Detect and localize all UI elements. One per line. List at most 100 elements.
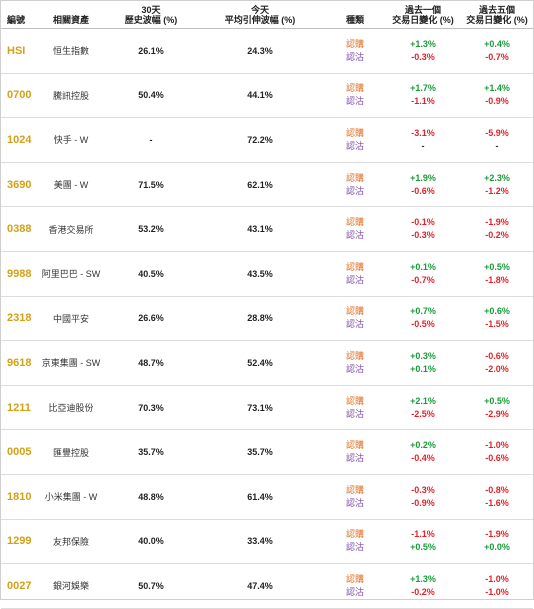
row-d1-bear: -0.7%	[411, 274, 435, 285]
header-type: 種類	[345, 15, 364, 25]
table-row: 9618 京東集團 - SW 48.7% 52.4% 認購 認沽 +0.3% +0.1% -0.…	[1, 341, 533, 386]
type-bear-label: 認沽	[345, 51, 364, 62]
header-d1-line1: 過去一個	[404, 5, 441, 15]
row-d5-cell: -1.0% -1.0%	[461, 573, 533, 599]
row-volimp-cell: 28.8%	[195, 313, 325, 323]
row-d1-cell: +0.2% -0.4%	[385, 439, 461, 465]
row-d5-bull: -1.9%	[485, 217, 509, 228]
row-vol30: 48.7%	[138, 357, 164, 368]
row-code-cell: 9618	[1, 357, 35, 369]
row-d1-cell: +1.3% -0.2%	[385, 573, 461, 599]
row-vol30: 53.2%	[138, 224, 164, 235]
row-d5-bear: -1.0%	[485, 586, 509, 597]
header-asset: 相關資產	[52, 15, 89, 25]
type-bear-label: 認沽	[345, 140, 364, 151]
row-asset: 比亞迪股份	[48, 403, 94, 414]
type-bull-label: 認購	[345, 529, 364, 540]
row-code: 2318	[7, 312, 32, 325]
row-code-cell: 3690	[1, 179, 35, 191]
row-d5-cell: -1.9% -0.2%	[461, 216, 533, 242]
row-code: 1810	[7, 490, 32, 503]
row-volimp-cell: 43.1%	[195, 224, 325, 234]
table-row: 9988 阿里巴巴 - SW 40.5% 43.5% 認購 認沽 +0.1% -0.7% +0.…	[1, 252, 533, 297]
row-volimp: 73.1%	[247, 402, 273, 413]
row-asset-cell: 匯豐控股	[35, 446, 107, 459]
table-row: HSI 恒生指數 26.1% 24.3% 認購 認沽 +1.3% -0.3% +0.4% -0.7…	[1, 29, 533, 74]
row-d1-bear: -0.4%	[411, 453, 435, 464]
row-code: 9988	[7, 267, 32, 280]
header-volimp-line1: 今天	[250, 5, 269, 15]
header-code: 編號	[7, 15, 26, 25]
row-d5-cell: -5.9% -	[461, 127, 533, 153]
row-asset-cell: 京東集團 - SW	[35, 356, 107, 369]
row-d5-bull: +0.5%	[484, 395, 510, 406]
row-type-cell: 認購 認沽	[325, 305, 385, 331]
header-implied-volatility: 今天 平均引伸波幅 (%)	[195, 5, 325, 25]
row-code: HSI	[7, 44, 26, 57]
row-code-cell: 2318	[1, 312, 35, 324]
row-asset: 恒生指數	[52, 46, 89, 57]
row-d1-cell: -0.3% -0.9%	[385, 484, 461, 510]
row-d1-bear: +0.1%	[410, 363, 436, 374]
row-vol30-cell: 48.8%	[107, 492, 195, 502]
row-type-cell: 認購 認沽	[325, 439, 385, 465]
type-bull-label: 認購	[345, 573, 364, 584]
row-volimp-cell: 24.3%	[195, 46, 325, 56]
row-d5-bull: -0.8%	[485, 484, 509, 495]
type-bull-label: 認購	[345, 484, 364, 495]
row-type-cell: 認購 認沽	[325, 172, 385, 198]
row-vol30-cell: 26.6%	[107, 313, 195, 323]
type-bear-label: 認沽	[345, 542, 364, 553]
row-asset: 匯豐控股	[52, 447, 89, 458]
type-bull-label: 認購	[345, 350, 364, 361]
row-d1-cell: -0.1% -0.3%	[385, 216, 461, 242]
row-code: 9618	[7, 356, 32, 369]
row-asset: 騰訊控股	[52, 90, 89, 101]
row-d5-cell: -1.9% +0.0%	[461, 528, 533, 554]
row-d5-bear: -0.2%	[485, 230, 509, 241]
table-row: 0027 銀河娛樂 50.7% 47.4% 認購 認沽 +1.3% -0.2% -1.0% -1.…	[1, 564, 533, 609]
row-d1-bull: -3.1%	[411, 127, 435, 138]
row-d1-bull: -0.3%	[411, 484, 435, 495]
type-bull-label: 認購	[345, 261, 364, 272]
type-bull-label: 認購	[345, 440, 364, 451]
row-volimp: 61.4%	[247, 491, 273, 502]
row-code: 0700	[7, 89, 32, 102]
row-asset-cell: 阿里巴巴 - SW	[35, 267, 107, 280]
row-d1-bull: -0.1%	[411, 217, 435, 228]
row-d1-bear: -	[421, 140, 425, 151]
row-code: 3690	[7, 178, 32, 191]
row-d1-bull: +1.9%	[410, 172, 436, 183]
row-code-cell: 0027	[1, 580, 35, 592]
type-bull-label: 認購	[345, 38, 364, 49]
row-type-cell: 認購 認沽	[325, 484, 385, 510]
row-volimp: 62.1%	[247, 179, 273, 190]
row-code-cell: 1299	[1, 535, 35, 547]
row-asset-cell: 香港交易所	[35, 223, 107, 236]
row-vol30-cell: 40.0%	[107, 536, 195, 546]
row-d1-bull: +0.1%	[410, 261, 436, 272]
row-asset-cell: 美團 - W	[35, 178, 107, 191]
table-row: 1810 小米集團 - W 48.8% 61.4% 認購 認沽 -0.3% -0.9% -0.8…	[1, 475, 533, 520]
row-asset: 阿里巴巴 - SW	[41, 269, 101, 280]
row-d5-bull: -1.0%	[485, 440, 509, 451]
row-asset-cell: 銀河娛樂	[35, 579, 107, 592]
row-d5-cell: +0.4% -0.7%	[461, 38, 533, 64]
type-bull-label: 認購	[345, 127, 364, 138]
row-d1-bull: +2.1%	[410, 395, 436, 406]
row-volimp-cell: 62.1%	[195, 180, 325, 190]
row-d5-cell: -1.0% -0.6%	[461, 439, 533, 465]
row-code-cell: 1211	[1, 402, 35, 414]
row-d5-bull: -1.0%	[485, 573, 509, 584]
row-type-cell: 認購 認沽	[325, 216, 385, 242]
row-vol30: -	[149, 134, 153, 145]
row-d1-bear: -0.9%	[411, 497, 435, 508]
row-vol30-cell: 50.4%	[107, 90, 195, 100]
row-code-cell: 0700	[1, 89, 35, 101]
row-vol30: 26.1%	[138, 45, 164, 56]
row-d5-cell: +1.4% -0.9%	[461, 82, 533, 108]
header-d1-line2: 交易日變化 (%)	[392, 15, 454, 25]
row-d5-bull: +0.6%	[484, 306, 510, 317]
row-type-cell: 認購 認沽	[325, 528, 385, 554]
row-code: 0388	[7, 223, 32, 236]
